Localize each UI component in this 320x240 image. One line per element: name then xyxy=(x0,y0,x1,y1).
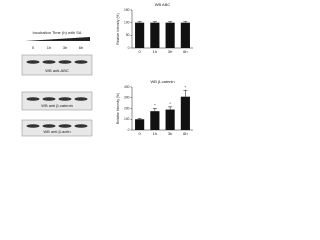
blot-band xyxy=(42,97,56,101)
blot-box xyxy=(21,91,93,111)
x-tick-label: 6h xyxy=(183,131,187,136)
blot-band xyxy=(58,60,72,64)
chart-title: WB ABC xyxy=(155,2,171,7)
blot-band xyxy=(26,60,40,64)
bar xyxy=(135,119,145,130)
blot-band xyxy=(42,124,56,128)
blot-title: Incubation Time (h) with SA xyxy=(33,30,82,35)
bar xyxy=(180,22,190,48)
chart-title: WB β-catenin xyxy=(150,79,174,84)
error-bar xyxy=(152,21,157,23)
x-tick-label: 1h xyxy=(153,49,157,54)
figure: Incubation Time (h) with SA 0 1h 3h 6h WB an… xyxy=(21,2,193,137)
x-tick-label: 3h xyxy=(168,131,172,136)
lane-label: 0 xyxy=(32,45,35,50)
y-tick-label: 300 xyxy=(124,96,130,100)
error-bar xyxy=(137,118,142,120)
blot-band xyxy=(26,124,40,128)
significance-mark: * xyxy=(169,101,171,106)
blot-label: WB anti β-actin xyxy=(43,129,70,134)
y-tick-label: 0 xyxy=(128,128,130,132)
blot-band xyxy=(58,97,72,101)
lane-label: 3h xyxy=(63,45,67,50)
significance-mark: * xyxy=(185,84,187,89)
error-bar xyxy=(168,106,173,110)
y-axis-label: Relative Intensity (%) xyxy=(116,13,120,44)
blot-band xyxy=(26,97,40,101)
y-tick-label: 400 xyxy=(124,85,130,89)
bar xyxy=(150,111,160,130)
error-bar xyxy=(183,89,188,97)
error-bar xyxy=(183,21,188,23)
bar xyxy=(135,22,145,48)
time-wedge xyxy=(25,37,90,41)
x-tick-label: 0 xyxy=(139,49,142,54)
blot-band xyxy=(74,60,88,64)
x-tick-label: 3h xyxy=(168,49,172,54)
blot-band xyxy=(42,60,56,64)
blot-label: WB anti β-catenin xyxy=(41,103,73,108)
blot-band xyxy=(74,124,88,128)
y-tick-label: 150 xyxy=(124,8,130,12)
blot-panel xyxy=(21,54,93,137)
lane-label: 1h xyxy=(47,45,51,50)
y-tick-label: 200 xyxy=(124,106,130,110)
y-tick-label: 100 xyxy=(124,117,130,121)
y-tick-label: 100 xyxy=(124,21,130,25)
error-bar xyxy=(137,21,142,23)
lane-label: 6h xyxy=(79,45,83,50)
x-tick-label: 0 xyxy=(139,131,142,136)
error-bar xyxy=(168,21,173,23)
x-tick-label: 1h xyxy=(153,131,157,136)
bar xyxy=(150,22,160,48)
y-axis-label: Relative Intensity (%) xyxy=(116,93,120,124)
error-bar xyxy=(152,108,157,112)
significance-mark: * xyxy=(154,103,156,108)
bar xyxy=(165,22,175,48)
bar xyxy=(180,96,190,130)
blot-box xyxy=(21,54,93,76)
y-tick-label: 0 xyxy=(128,46,130,50)
y-tick-label: 50 xyxy=(126,33,130,37)
blot-box xyxy=(21,119,93,137)
x-tick-label: 6h xyxy=(183,49,187,54)
blot-label: WB anti-ABC xyxy=(45,68,69,73)
blot-band xyxy=(74,97,88,101)
blot-band xyxy=(58,124,72,128)
bar xyxy=(165,109,175,130)
